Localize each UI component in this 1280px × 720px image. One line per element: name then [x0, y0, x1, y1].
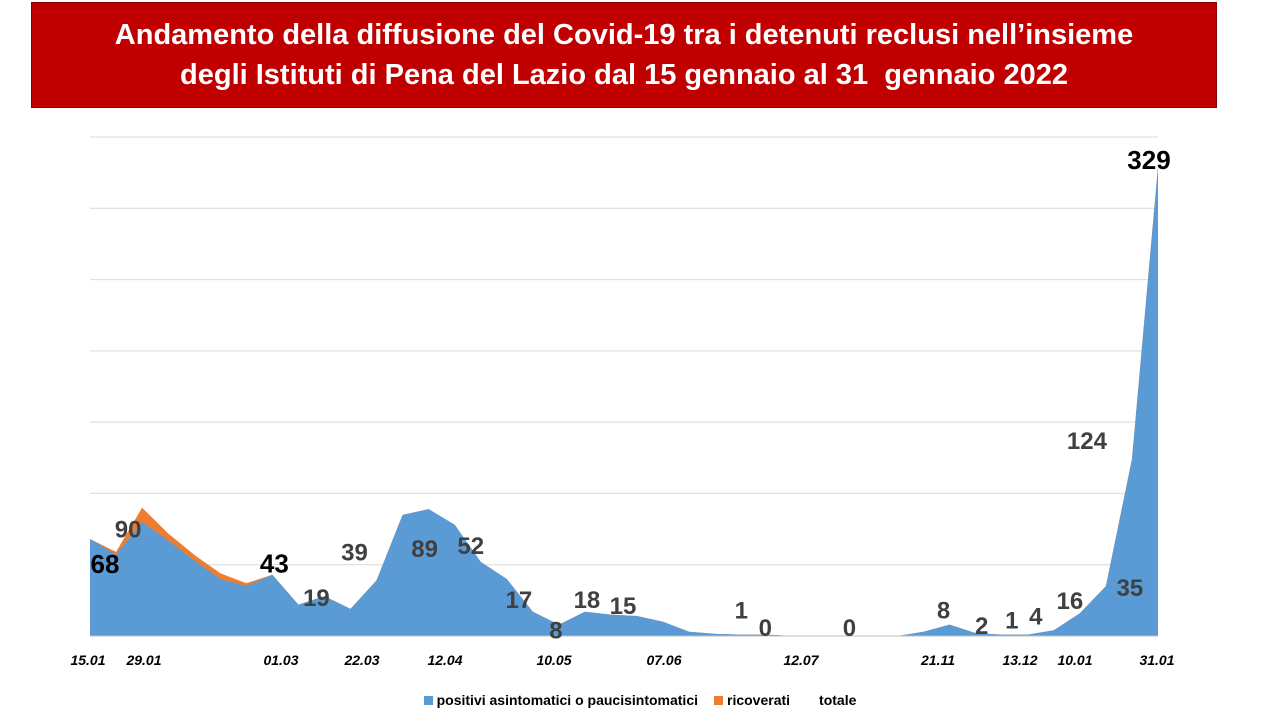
x-tick-label: 10.01 — [1057, 652, 1092, 668]
data-label: 8 — [549, 618, 562, 645]
x-tick-label: 12.04 — [427, 652, 462, 668]
chart-title-banner: Andamento della diffusione del Covid-19 … — [31, 2, 1217, 108]
area-series-positivi — [90, 166, 1158, 636]
data-label: 39 — [341, 539, 368, 566]
data-label: 8 — [937, 598, 950, 625]
legend-label-positivi: positivi asintomatici o paucisintomatici — [436, 692, 698, 708]
x-tick-label: 01.03 — [263, 652, 298, 668]
data-label: 1 — [1005, 608, 1018, 635]
data-label: 124 — [1067, 428, 1108, 455]
legend-item-ricoverati: ricoverati — [714, 692, 790, 708]
x-tick-label: 29.01 — [125, 652, 161, 668]
legend-swatch-ricoverati — [714, 695, 723, 705]
x-tick-label: 22.03 — [343, 652, 379, 668]
data-label: 90 — [115, 517, 142, 544]
data-label: 0 — [843, 615, 856, 642]
data-label: 68 — [91, 549, 120, 579]
area-series-ricoverati — [90, 166, 1158, 636]
legend-swatch-totale — [806, 696, 815, 705]
x-tick-label: 10.05 — [536, 652, 571, 668]
data-label: 17 — [505, 587, 532, 614]
data-label: 35 — [1117, 575, 1144, 602]
data-label: 16 — [1057, 588, 1084, 615]
data-label: 43 — [260, 549, 289, 579]
legend-item-totale: totale — [806, 692, 856, 708]
legend-item-positivi: positivi asintomatici o paucisintomatici — [423, 692, 698, 708]
data-label: 19 — [303, 585, 330, 612]
x-tick-label: 13.12 — [1002, 652, 1037, 668]
data-label: 2 — [975, 613, 988, 640]
x-tick-label: 15.01 — [70, 652, 105, 668]
x-tick-label: 07.06 — [646, 652, 681, 668]
x-tick-label: 12.07 — [783, 652, 819, 668]
legend-label-ricoverati: ricoverati — [727, 692, 791, 708]
chart-legend: positivi asintomatici o paucisintomatici… — [0, 690, 1280, 710]
chart-title-line-1: Andamento della diffusione del Covid-19 … — [114, 19, 1134, 51]
data-label: 18 — [574, 587, 601, 614]
data-label: 89 — [411, 536, 438, 563]
data-label: 4 — [1029, 603, 1043, 630]
chart-title-line-2: degli Istituti di Pena del Lazio dal 15 … — [180, 59, 1068, 91]
x-tick-label: 21.11 — [920, 652, 955, 668]
data-label: 1 — [735, 598, 748, 625]
x-tick-label: 31.01 — [1139, 652, 1174, 668]
data-label: 329 — [1127, 145, 1170, 175]
data-label: 52 — [457, 533, 484, 560]
data-label: 0 — [759, 615, 772, 642]
legend-label-totale: totale — [819, 692, 857, 708]
data-label: 15 — [610, 593, 637, 620]
legend-swatch-positivi — [423, 695, 433, 705]
